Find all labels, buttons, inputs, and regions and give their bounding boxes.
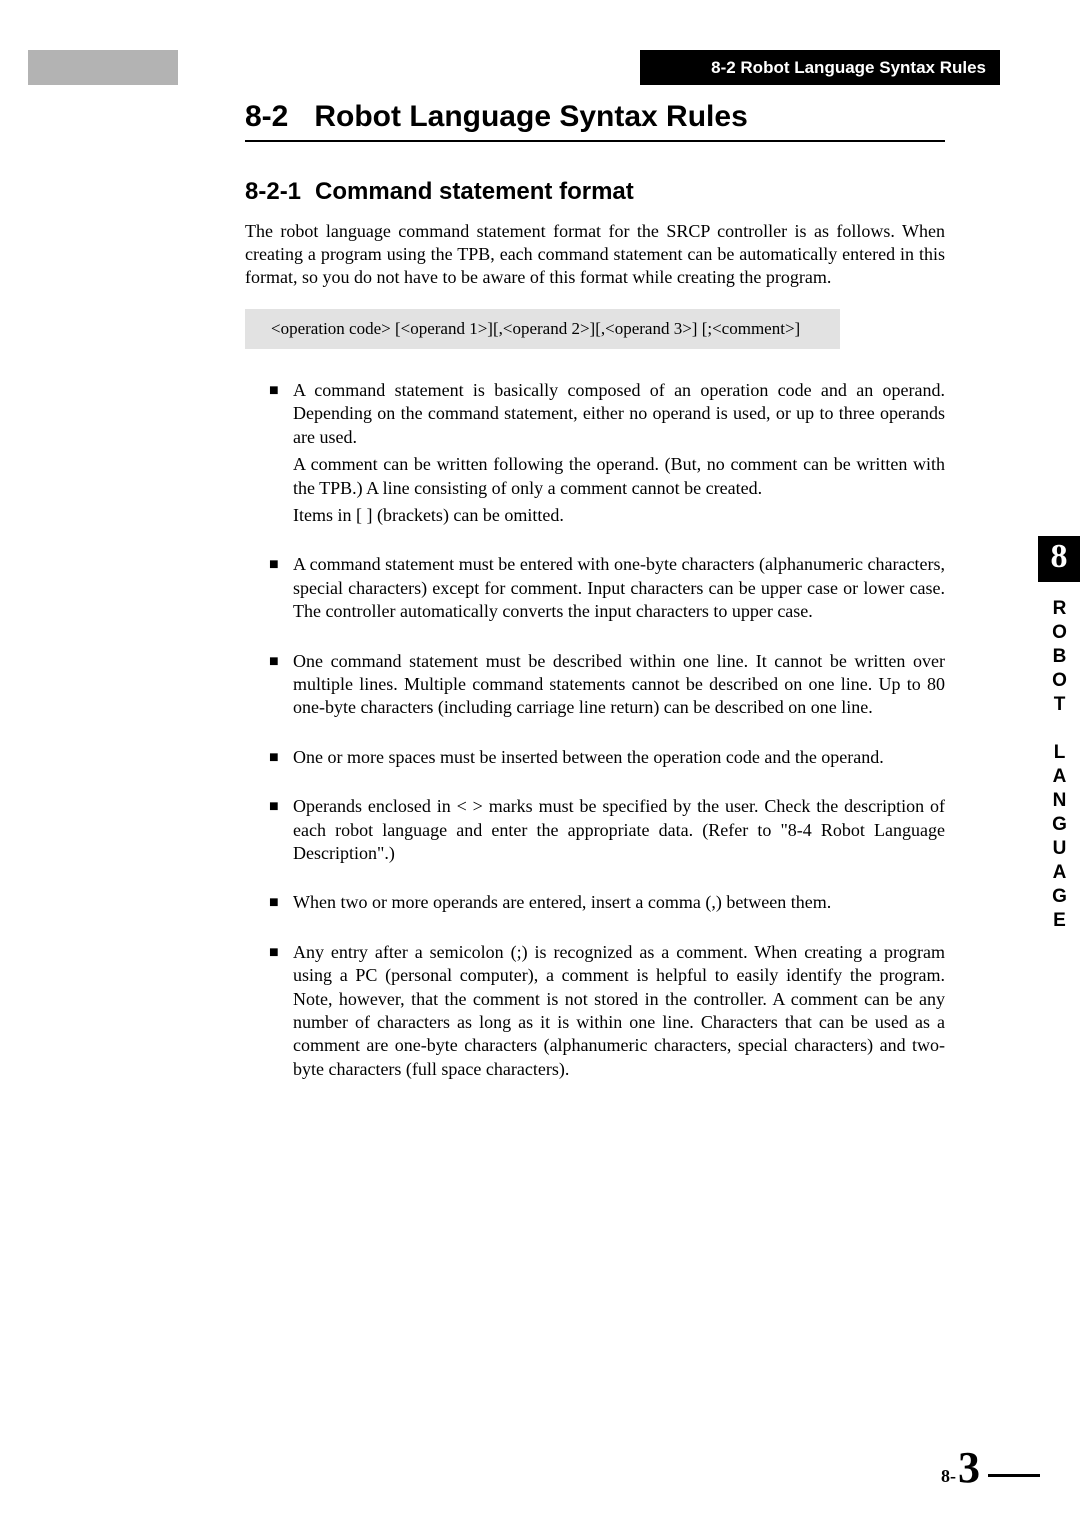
subsection-title-text: Command statement format: [315, 178, 634, 205]
chapter-number: 8: [1038, 540, 1080, 574]
section-title-text: Robot Language Syntax Rules: [314, 100, 747, 133]
syntax-box: <operation code> [<operand 1>][,<operand…: [245, 309, 840, 349]
list-item: Operands enclosed in < > marks must be s…: [269, 795, 945, 865]
bullet-list: A command statement is basically compose…: [245, 379, 945, 1081]
page-content: 8-2 Robot Language Syntax Rules 8-2-1 Comm…: [245, 100, 945, 1107]
list-item: One command statement must be described …: [269, 650, 945, 720]
section-title: 8-2 Robot Language Syntax Rules: [245, 100, 945, 142]
bullet-text: A command statement must be entered with…: [293, 554, 945, 621]
chapter-label-text: ROBOT LANGUAGE: [1048, 598, 1070, 934]
section-number: 8-2: [245, 100, 288, 133]
bullet-text: Any entry after a semicolon (;) is recog…: [293, 942, 945, 1079]
page-prefix: 8-: [941, 1466, 956, 1487]
bullet-text: One command statement must be described …: [293, 651, 945, 718]
chapter-tab: 8: [1038, 536, 1080, 582]
list-item: A command statement must be entered with…: [269, 553, 945, 623]
list-item: One or more spaces must be inserted betw…: [269, 746, 945, 769]
list-item: A command statement is basically compose…: [269, 379, 945, 527]
bullet-text: When two or more operands are entered, i…: [293, 892, 831, 912]
bullet-text: Operands enclosed in < > marks must be s…: [293, 796, 945, 863]
list-item: Any entry after a semicolon (;) is recog…: [269, 941, 945, 1081]
top-gray-bar: [28, 50, 178, 85]
chapter-label: ROBOT LANGUAGE: [1038, 598, 1080, 940]
intro-paragraph: The robot language command statement for…: [245, 220, 945, 289]
bullet-extra: A comment can be written following the o…: [293, 453, 945, 500]
list-item: When two or more operands are entered, i…: [269, 891, 945, 914]
bullet-extra: Items in [ ] (brackets) can be omitted.: [293, 504, 945, 527]
page-rule: [988, 1474, 1040, 1477]
page-footer: 8- 3: [941, 1446, 1040, 1490]
bullet-text: A command statement is basically compose…: [293, 380, 945, 447]
running-head: 8-2 Robot Language Syntax Rules: [640, 50, 1000, 85]
subsection-title: 8-2-1 Command statement format: [245, 178, 945, 206]
bullet-text: One or more spaces must be inserted betw…: [293, 747, 884, 767]
page-number: 3: [958, 1446, 980, 1490]
running-head-text: 8-2 Robot Language Syntax Rules: [711, 58, 986, 78]
subsection-number: 8-2-1: [245, 178, 301, 205]
